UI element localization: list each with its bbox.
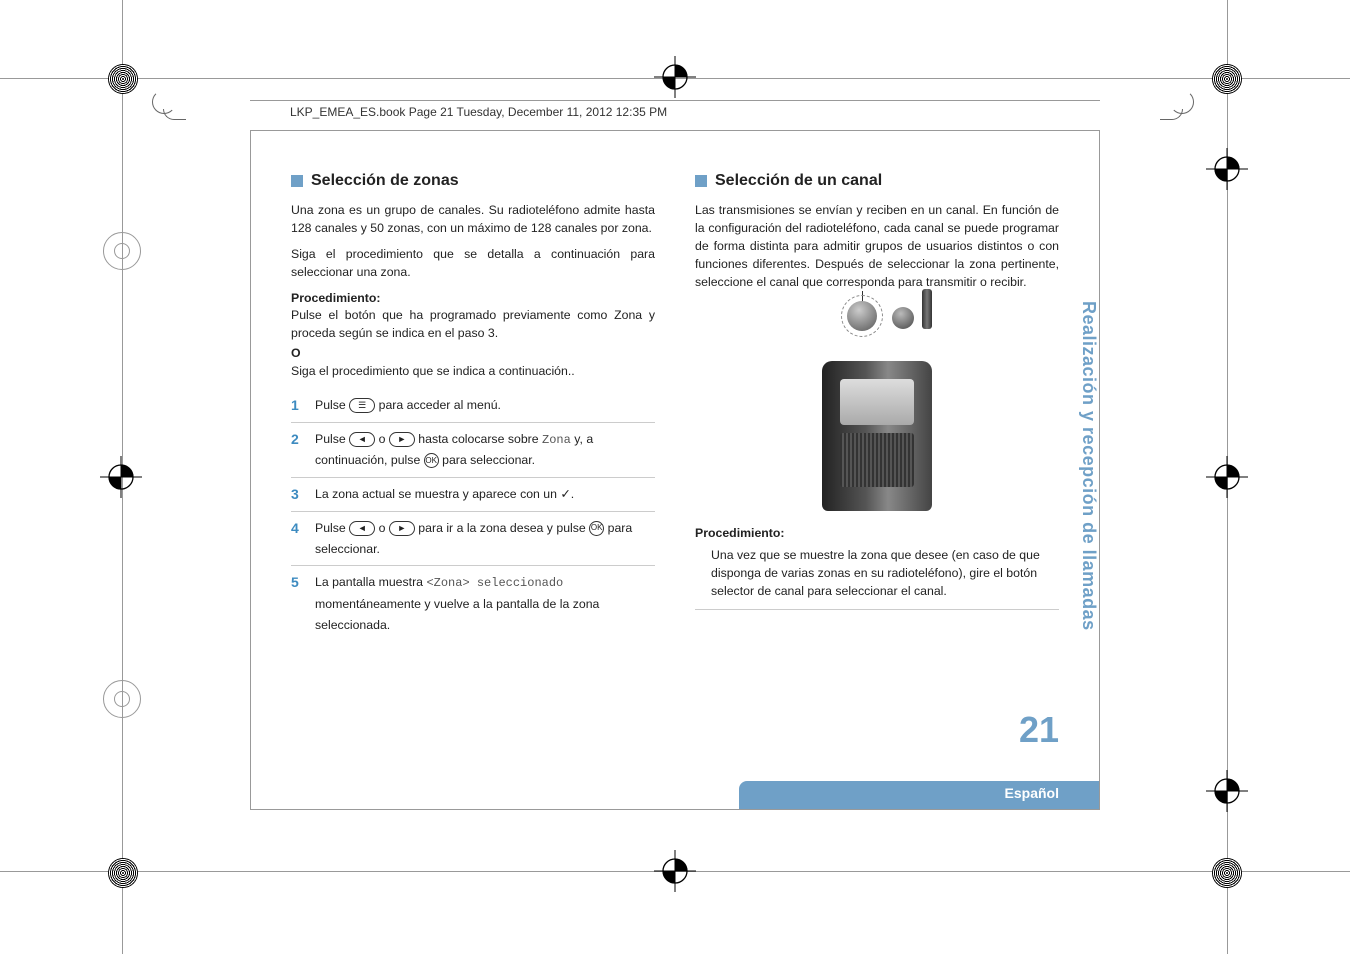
step-text: Pulse ◄ o ► para ir a la zona desea y pu…	[315, 518, 655, 560]
registration-ring-icon	[1212, 64, 1242, 94]
procedure-label: Procedimiento:	[695, 525, 1059, 543]
registration-ring-icon	[108, 64, 138, 94]
registration-cross-icon	[100, 456, 142, 498]
nav-right-icon: ►	[389, 521, 415, 536]
hole-mark-icon	[103, 232, 141, 270]
step-number: 2	[291, 429, 305, 449]
check-icon: ✓	[560, 487, 570, 501]
radio-speaker-grille-icon	[840, 433, 914, 487]
step-number: 3	[291, 484, 305, 504]
procedure-row: Una vez que se muestre la zona que desee…	[695, 543, 1059, 609]
step-text: La pantalla muestra <Zona> seleccionado …	[315, 572, 655, 635]
intro-paragraph: Las transmisiones se envían y reciben en…	[695, 202, 1059, 291]
nav-left-icon: ◄	[349, 432, 375, 447]
step-number: 1	[291, 395, 305, 415]
heading-bullet-icon	[695, 175, 707, 187]
heading-text: Selección de zonas	[311, 169, 459, 192]
right-column: Selección de un canal Las transmisiones …	[695, 169, 1059, 642]
intro-paragraph: Siga el procedimiento que se detalla a c…	[291, 246, 655, 282]
procedure-label: Procedimiento:	[291, 290, 655, 308]
chapter-side-tab: Realización y recepción de llamadas	[1078, 301, 1099, 631]
content-columns: Selección de zonas Una zona es un grupo …	[251, 131, 1099, 642]
heading-text: Selección de un canal	[715, 169, 882, 192]
step-number: 5	[291, 572, 305, 592]
registration-cross-icon	[654, 56, 696, 98]
step-number: 4	[291, 518, 305, 538]
radio-antenna-icon	[922, 289, 932, 329]
display-text-zone: Zona	[542, 433, 571, 447]
step-list: 1 Pulse ☰ para acceder al menú. 2 Pulse …	[291, 389, 655, 642]
display-text-selected: <Zona> seleccionado	[426, 576, 563, 590]
registration-cross-icon	[1206, 456, 1248, 498]
heading-bullet-icon	[291, 175, 303, 187]
ok-button-icon: OK	[589, 521, 604, 536]
registration-ring-icon	[1212, 858, 1242, 888]
procedure-text: Pulse el botón que ha programado previam…	[291, 307, 655, 343]
radio-screen-icon	[840, 379, 914, 425]
nav-right-icon: ►	[389, 432, 415, 447]
left-column: Selección de zonas Una zona es un grupo …	[291, 169, 655, 642]
section-heading-zones: Selección de zonas	[291, 169, 655, 192]
radio-body-icon	[822, 361, 932, 511]
registration-cross-icon	[654, 850, 696, 892]
menu-button-icon: ☰	[349, 398, 375, 413]
section-heading-channel: Selección de un canal	[695, 169, 1059, 192]
running-head-text: LKP_EMEA_ES.book Page 21 Tuesday, Decemb…	[290, 105, 667, 119]
step-item: 5 La pantalla muestra <Zona> seleccionad…	[291, 566, 655, 641]
intro-paragraph: Una zona es un grupo de canales. Su radi…	[291, 202, 655, 238]
hole-mark-icon	[103, 680, 141, 718]
ok-button-icon: OK	[424, 453, 439, 468]
registration-ring-icon	[108, 858, 138, 888]
step-item: 1 Pulse ☰ para acceder al menú.	[291, 389, 655, 423]
radio-volume-knob-icon	[892, 307, 914, 329]
step-item: 4 Pulse ◄ o ► para ir a la zona desea y …	[291, 512, 655, 567]
page-number: 21	[1019, 709, 1059, 751]
step-item: 3 La zona actual se muestra y aparece co…	[291, 478, 655, 512]
registration-cross-icon	[1206, 148, 1248, 190]
language-label: Español	[1005, 785, 1059, 801]
step-item: 2 Pulse ◄ o ► hasta colocarse sobre Zona…	[291, 423, 655, 478]
step-text: Pulse ◄ o ► hasta colocarse sobre Zona y…	[315, 429, 655, 471]
procedure-text: Una vez que se muestre la zona que desee…	[711, 548, 1040, 598]
or-label: O	[291, 345, 655, 363]
nav-left-icon: ◄	[349, 521, 375, 536]
running-header: LKP_EMEA_ES.book Page 21 Tuesday, Decemb…	[250, 100, 1100, 119]
step-text: Pulse ☰ para acceder al menú.	[315, 395, 655, 416]
binder-hook-icon	[152, 90, 176, 114]
radio-channel-knob-icon	[847, 301, 877, 331]
radio-device-illustration	[792, 301, 962, 511]
language-footer: Español	[739, 781, 1099, 809]
registration-cross-icon	[1206, 770, 1248, 812]
step-text: La zona actual se muestra y aparece con …	[315, 484, 655, 505]
procedure-text: Siga el procedimiento que se indica a co…	[291, 363, 655, 381]
page-frame: Selección de zonas Una zona es un grupo …	[250, 130, 1100, 810]
binder-hook-icon	[1170, 90, 1194, 114]
